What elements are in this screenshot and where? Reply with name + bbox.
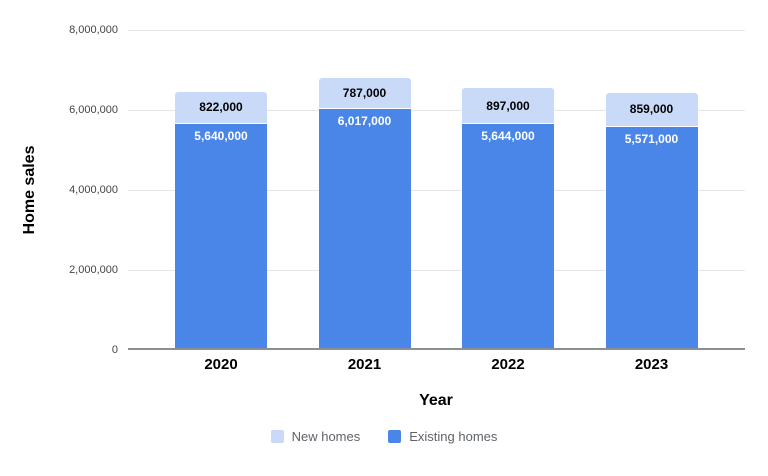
x-axis-title: Year [419,392,453,409]
x-tick-label-2020: 2020 [204,356,238,373]
segment-new-homes-2021[interactable]: 787,000 [318,77,411,110]
legend-label: New homes [291,429,361,444]
segment-new-homes-2023[interactable]: 859,000 [605,92,698,128]
value-label-new-homes: 897,000 [486,98,530,113]
value-label-new-homes: 787,000 [342,86,387,101]
value-label-new-homes: 859,000 [629,102,674,117]
value-label-new-homes: 822,000 [199,100,243,115]
segment-new-homes-2020[interactable]: 822,000 [175,91,267,125]
legend-item-existing-homes[interactable]: Existing homes [388,429,497,444]
legend-swatch-icon [270,430,284,443]
value-label-existing-homes: 6,017,000 [337,114,392,129]
segment-new-homes-2022[interactable]: 897,000 [462,88,554,125]
x-tick-label-2022: 2022 [491,356,525,373]
gridline [128,189,745,191]
gridline [128,29,745,31]
bar-2020: 822,000 5,640,000 [175,91,267,350]
y-tick-label: 6,000,000 [69,104,118,116]
bar-2022: 897,000 5,644,000 [462,88,554,350]
gridline [128,109,745,111]
legend-label: Existing homes [409,429,498,444]
x-tick-label-2021: 2021 [347,356,382,373]
segment-existing-homes-2020[interactable]: 5,640,000 [175,124,267,350]
legend-swatch-icon [388,430,402,443]
value-label-existing-homes: 5,571,000 [624,132,679,147]
y-tick-label: 0 [111,344,118,356]
x-axis-line [128,348,745,350]
y-tick-label: 2,000,000 [69,264,118,276]
bar-2023: 859,000 5,571,000 [605,92,698,350]
segment-existing-homes-2022[interactable]: 5,644,000 [462,124,554,350]
x-tick-label-2023: 2023 [634,356,669,373]
value-label-existing-homes: 5,644,000 [481,129,535,144]
legend-item-new-homes[interactable]: New homes [270,429,361,444]
segment-existing-homes-2021[interactable]: 6,017,000 [318,109,411,350]
value-label-existing-homes: 5,640,000 [194,129,248,144]
legend: New homes Existing homes [0,429,768,444]
bar-2021: 787,000 6,017,000 [318,77,411,350]
segment-existing-homes-2023[interactable]: 5,571,000 [605,127,698,350]
y-tick-label: 4,000,000 [69,184,118,196]
y-tick-label: 8,000,000 [69,24,118,36]
gridline [128,269,745,271]
